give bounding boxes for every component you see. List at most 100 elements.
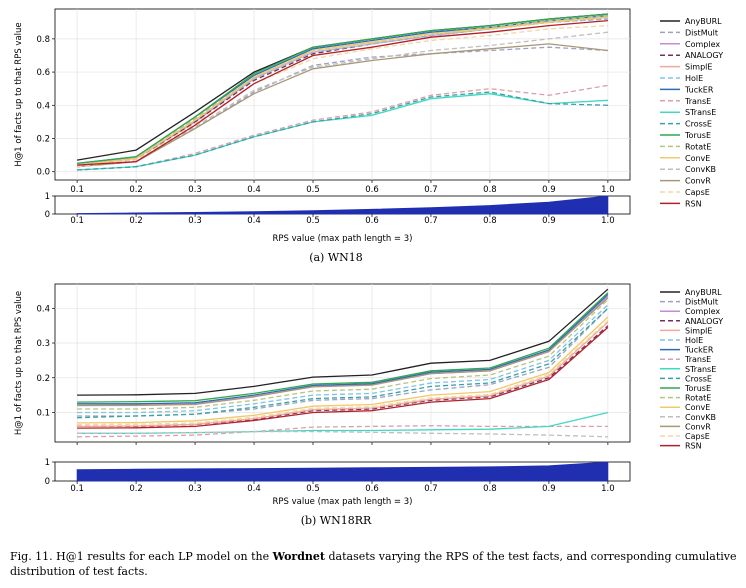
y-tick-label: 0.4 (36, 101, 50, 111)
subtitle-wn18rr: (b) WN18RR (301, 514, 372, 527)
figure-caption: Fig. 11. H@1 results for each LP model o… (10, 549, 740, 579)
legend-entry-toruse: TorusE (684, 131, 711, 140)
legend-entry-rotate: RotatE (685, 394, 711, 403)
x-tick-label-top: 0.7 (424, 185, 438, 195)
y-tick-label: 0.1 (36, 408, 50, 418)
legend-entry-convkb: ConvKB (685, 413, 716, 422)
figure-canvas: 0.0 0.2 0.4 0.6 0.8 H@1 of facts up to that R… (14, 8, 723, 527)
legend-entry-transe: TransE (684, 355, 711, 364)
series-line-simple (77, 321, 609, 428)
series-line-rotate (77, 299, 609, 410)
series-line-convkb (77, 31, 608, 168)
series-line-crosse (77, 307, 609, 419)
series-line-toruse (77, 292, 609, 403)
x-axis-label: RPS value (max path length = 3) (273, 497, 413, 507)
legend-entry-conve: ConvE (685, 154, 710, 163)
x-tick-label: 0.4 (247, 484, 261, 494)
y-axis-label: H@1 of facts up to that RPS value (14, 291, 24, 435)
y-axis-label: H@1 of facts up to that RPS value (14, 22, 24, 166)
x-tick-label: 1.0 (601, 216, 615, 226)
series-line-anyburl (77, 288, 609, 396)
series-line-capse (77, 320, 609, 426)
x-tick-label: 0.1 (70, 216, 84, 226)
caption-prefix: Fig. 11. H@1 results for each LP model o… (10, 550, 273, 563)
dist-y-tick-label: 0 (45, 477, 50, 487)
series-line-rsn (77, 326, 609, 429)
legend-entry-analogy: ANALOGY (685, 317, 723, 326)
legend-entry-hole: HolE (685, 336, 703, 345)
legend-entry-simple: SimplE (685, 326, 712, 335)
x-tick-label: 0.8 (483, 484, 497, 494)
legend-entry-convr: ConvR (685, 422, 711, 431)
legend-entry-crosse: CrossE (685, 374, 712, 383)
caption-bold: Wordnet (272, 550, 325, 563)
x-axis-label: RPS value (max path length = 3) (273, 234, 413, 244)
x-tick-label-top: 0.1 (70, 185, 84, 195)
distribution-area (76, 461, 609, 482)
legend-entry-transe: TransE (684, 97, 711, 106)
series-line-crosse (77, 91, 608, 171)
y-tick-label: 0.3 (36, 339, 50, 349)
x-tick-label: 0.9 (542, 216, 556, 226)
x-tick-label-top: 0.9 (542, 185, 556, 195)
legend-entry-rsn: RSN (685, 199, 702, 208)
y-tick-label: 0.6 (36, 68, 50, 78)
panel-wn18rr: 0.1 0.2 0.3 0.4 H@1 of facts up to that RPS … (14, 283, 723, 507)
legend-entry-distmult: DistMult (685, 28, 718, 37)
series-line-conve (77, 316, 609, 424)
x-tick-label: 0.7 (424, 484, 438, 494)
legend-entry-convkb: ConvKB (685, 165, 716, 174)
plot-frame (54, 283, 631, 443)
series-line-toruse (77, 13, 608, 165)
series-line-distmult (77, 46, 608, 168)
x-tick-label: 0.5 (306, 216, 320, 226)
legend-entry-rotate: RotatE (685, 142, 711, 151)
x-tick-label: 0.1 (70, 484, 84, 494)
series-line-transe (77, 84, 609, 171)
panel-wn18: 0.0 0.2 0.4 0.6 0.8 H@1 of facts up to that R… (14, 8, 723, 244)
legend-entry-stranse: STransE (685, 365, 716, 374)
legend-entry-analogy: ANALOGY (685, 51, 723, 60)
x-tick-label-top: 0.2 (129, 185, 143, 195)
distribution-area (76, 195, 609, 215)
series-line-convkb (77, 430, 608, 438)
y-tick-label: 0.2 (36, 134, 50, 144)
series-line-hole (77, 304, 609, 414)
y-tick-label: 0.2 (36, 374, 50, 384)
series-line-convr (77, 43, 608, 168)
y-tick-label: 0.8 (36, 35, 50, 45)
x-tick-label: 0.3 (188, 216, 202, 226)
x-tick-label-top: 0.4 (247, 185, 261, 195)
y-tick-label: 0.4 (36, 304, 50, 314)
x-tick-label: 0.6 (365, 216, 379, 226)
x-tick-label: 0.7 (424, 216, 438, 226)
y-tick-label: 0.0 (36, 168, 50, 178)
series-line-conve (77, 16, 608, 166)
series-line-capse (77, 24, 608, 168)
legend-entry-complex: Complex (685, 40, 720, 49)
legend-entry-distmult: DistMult (685, 298, 718, 307)
x-tick-label: 0.8 (483, 216, 497, 226)
series-line-transe (77, 425, 608, 438)
x-tick-label-top: 1.0 (601, 185, 615, 195)
series-line-convr (77, 297, 609, 407)
legend-entry-capse: CapsE (685, 188, 710, 197)
legend-entry-convr: ConvR (685, 177, 711, 186)
legend-entry-crosse: CrossE (685, 120, 712, 129)
series-line-rsn (77, 19, 608, 166)
x-tick-label: 0.5 (306, 484, 320, 494)
legend-entry-capse: CapsE (685, 432, 710, 441)
series-line-tucker (77, 293, 609, 405)
legend-entry-anyburl: AnyBURL (685, 288, 722, 297)
x-tick-label: 0.4 (247, 216, 261, 226)
dist-y-tick-label: 1 (45, 192, 50, 202)
legend-entry-simple: SimplE (685, 63, 712, 72)
legend-entry-complex: Complex (685, 307, 720, 316)
x-tick-label-top: 0.8 (483, 185, 497, 195)
subtitle-wn18: (a) WN18 (309, 251, 363, 264)
x-tick-label: 0.2 (129, 216, 143, 226)
legend-entry-conve: ConvE (685, 403, 710, 412)
legend-entry-toruse: TorusE (684, 384, 711, 393)
x-tick-label: 0.3 (188, 484, 202, 494)
legend-entry-tucker: TuckER (684, 85, 714, 94)
